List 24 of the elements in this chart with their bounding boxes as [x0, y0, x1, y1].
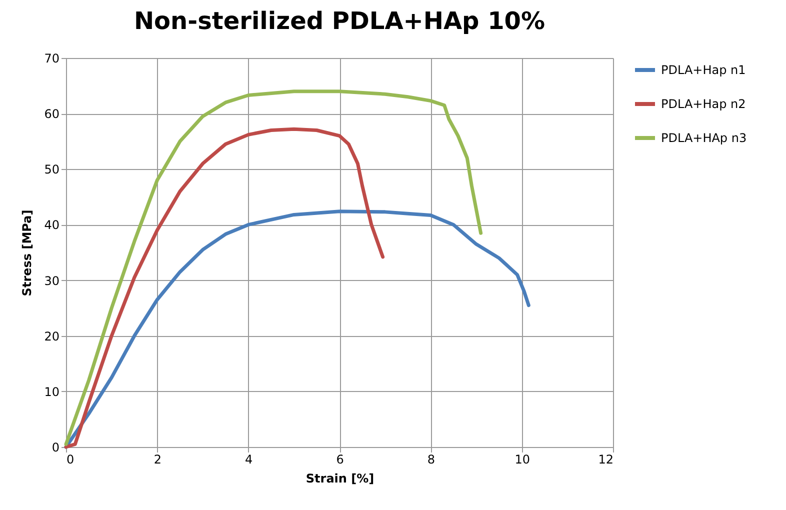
- y-tick-label: 70: [44, 52, 60, 66]
- x-tick-label: 4: [245, 452, 253, 466]
- x-tick-label: 6: [336, 452, 344, 466]
- y-tick-label: 10: [44, 384, 60, 399]
- y-axis-title: Stress [MPa]: [20, 210, 34, 296]
- x-axis-title: Strain [%]: [306, 472, 374, 486]
- x-tick-label: 12: [598, 452, 614, 466]
- line-series: [64, 127, 385, 449]
- line-series: [64, 90, 483, 446]
- y-tick-label: 50: [44, 162, 60, 177]
- y-tick-label: 0: [52, 440, 60, 454]
- x-tick-label: 10: [514, 452, 530, 466]
- x-tick-label: 2: [154, 452, 162, 466]
- legend-label: PDLA+Hap n2: [661, 97, 746, 111]
- legend-label: PDLA+Hap n1: [661, 63, 746, 77]
- y-tick-label: 20: [44, 329, 60, 344]
- x-tick-label: 0: [66, 452, 74, 466]
- chart-title: Non-sterilized PDLA+HAp 10%: [134, 7, 546, 35]
- line-series: [64, 210, 530, 449]
- y-tick-label: 40: [44, 218, 60, 232]
- legend-label: PDLA+HAp n3: [661, 131, 747, 145]
- y-tick-label: 30: [44, 274, 60, 288]
- y-tick-label: 60: [44, 107, 60, 122]
- x-tick-label: 8: [427, 452, 435, 466]
